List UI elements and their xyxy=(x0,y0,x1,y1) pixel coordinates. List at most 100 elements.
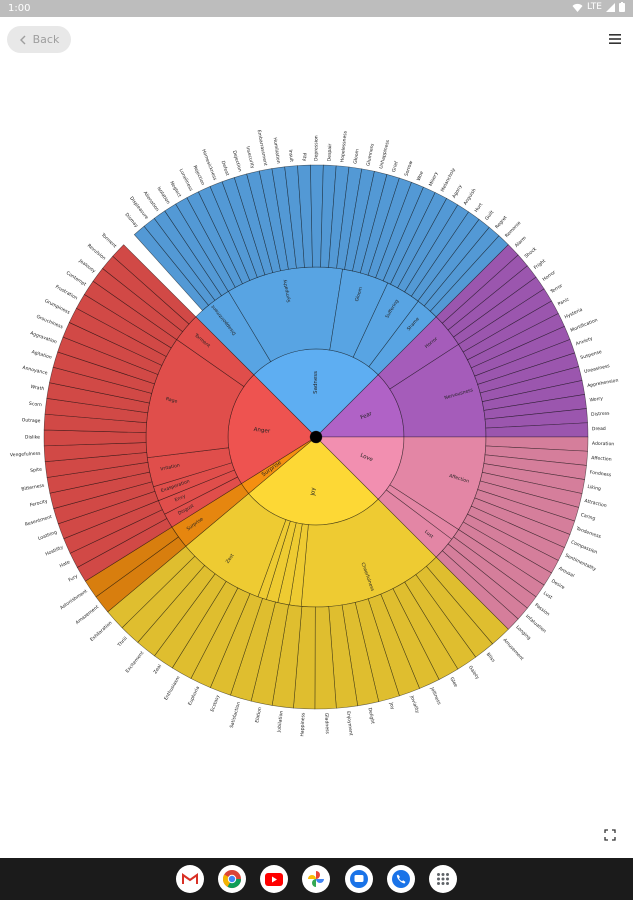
ring2-label-envy: Envy xyxy=(174,493,187,503)
ring3-label-caring: Caring xyxy=(580,512,596,522)
ring3-label-lust: Lust xyxy=(542,590,553,600)
ring3-label-ferocity: Ferocity xyxy=(29,498,48,508)
dock-gmail-icon[interactable] xyxy=(176,865,204,893)
ring3-label-attraction: Attraction xyxy=(584,498,608,509)
ring3-label-woe: Woe xyxy=(416,170,425,182)
ring3-label-outrage: Outrage xyxy=(22,417,41,424)
ring3-label-bliss: Bliss xyxy=(485,652,497,664)
ring3-label-joy: Joy xyxy=(388,701,396,710)
ring3-label-anguish: Anguish xyxy=(462,187,477,206)
ring3-label-exhilaration: Exhilaration xyxy=(89,620,113,643)
ring3-label-hostility: Hostility xyxy=(45,544,65,557)
ring2-label-affection: Affection xyxy=(448,473,469,485)
ring3-label-panic: Panic xyxy=(557,296,571,307)
ring3-label-alarm: Alarm xyxy=(514,235,528,249)
ring3-label-torment: Torment xyxy=(99,232,118,250)
ring3-label-jolliness: Jolliness xyxy=(428,685,442,706)
ring3-label-fright: Fright xyxy=(533,258,547,271)
ring3-label-annoyance: Annoyance xyxy=(22,365,48,377)
ring3-label-revulsion: Revulsion xyxy=(86,243,107,262)
ring2-label-sympathy: Sympathy xyxy=(282,279,292,303)
status-time: 1:00 xyxy=(8,3,31,14)
dock-messages-icon[interactable] xyxy=(345,865,373,893)
ring3-label-hate: Hate xyxy=(59,559,72,569)
ring3-label-gloom: Gloom xyxy=(353,148,361,164)
ring3-label-resentment: Resentment xyxy=(24,514,52,528)
ring3-label-wrath: Wrath xyxy=(30,384,45,392)
ring3-label-isolation: Isolation xyxy=(156,186,172,206)
ring3-label-satisfaction: Satisfaction xyxy=(229,701,242,729)
ring3-label-jubilation: Jubilation xyxy=(276,710,285,733)
signal-icon xyxy=(606,2,615,12)
dock-phone-icon[interactable] xyxy=(387,865,415,893)
ring3-label-embarrassment: Embarrassment xyxy=(256,129,269,166)
back-button[interactable]: Back xyxy=(7,26,71,53)
ring3-label-guilt: Guilt xyxy=(484,209,496,221)
ring3-label-despair: Despair xyxy=(326,143,333,161)
ring3-label-fury: Fury xyxy=(67,573,79,583)
ring3-label-arousal: Arousal xyxy=(557,566,575,579)
dock-apps-icon[interactable] xyxy=(429,865,457,893)
status-icons: LTE xyxy=(572,2,625,12)
ring3-label-shock: Shock xyxy=(524,246,539,260)
menu-icon[interactable] xyxy=(607,32,623,46)
ring3-label-amazement: Amazement xyxy=(75,604,101,626)
ring3-label-unhappiness: Unhappiness xyxy=(378,139,391,170)
ring3-label-uneasiness: Uneasiness xyxy=(584,363,611,375)
sunburst-svg: SadnessFearLoveJoySurpriseAngerDisappoin… xyxy=(10,129,619,737)
ring3-label-dejection: Dejection xyxy=(231,150,243,173)
ring3-label-elation: Elation xyxy=(254,707,263,724)
ring3-label-bitterness: Bitterness xyxy=(21,483,45,493)
ring3-label-hurt: Hurt xyxy=(473,202,484,214)
ring1-label-sadness: Sadness xyxy=(313,371,319,394)
ring3-label-excitement: Excitement xyxy=(124,650,145,674)
ring3-label-vengefulness: Vengefulness xyxy=(10,451,42,459)
dock-chrome-icon[interactable] xyxy=(218,865,246,893)
ring3-label-mortification: Mortification xyxy=(570,317,599,334)
ring3-label-desire: Desire xyxy=(550,578,566,591)
ring3-label-insecurity: Insecurity xyxy=(244,146,255,170)
ring3-label-grumpiness: Grumpiness xyxy=(43,298,71,316)
network-type: LTE xyxy=(587,2,602,12)
ring3-label-longing: Longing xyxy=(514,624,531,641)
ring3-label-delight: Delight xyxy=(367,707,376,725)
ring3-label-defeat: Defeat xyxy=(220,160,231,177)
ring3-label-euphoria: Euphoria xyxy=(187,685,201,706)
ring3-label-glumness: Glumness xyxy=(365,143,375,167)
back-label: Back xyxy=(32,33,60,46)
ring3-label-happiness: Happiness xyxy=(299,712,306,737)
ring3-label-dislike: Dislike xyxy=(25,434,40,440)
sunburst-center[interactable] xyxy=(310,431,322,443)
ring3-label-scorn: Scorn xyxy=(29,401,43,408)
ring3-label-contempt: Contempt xyxy=(65,270,87,288)
ring3-label-fondness: Fondness xyxy=(589,470,612,479)
ring1-label-anger: Anger xyxy=(253,427,271,435)
ring3-label-regret: Regret xyxy=(494,215,509,231)
ring3-label-astonishment: Astonishment xyxy=(59,588,89,611)
ring1-label-joy: Joy xyxy=(310,487,316,497)
ring3-label-liking: Liking xyxy=(587,484,602,492)
ring3-label-spite: Spite xyxy=(30,467,43,474)
fullscreen-icon[interactable] xyxy=(604,829,616,841)
ring3-label-thrill: Thrill xyxy=(116,636,129,649)
battery-icon xyxy=(619,2,625,12)
ring3-label-gladness: Gladness xyxy=(323,713,330,735)
ring3-label-frustration: Frustration xyxy=(54,284,79,302)
ring2-label-irritation: Irritation xyxy=(160,462,181,472)
ring2-label-rage: Rage xyxy=(165,396,178,405)
ring3-label-sorrow: Sorrow xyxy=(403,160,414,177)
dock-youtube-icon[interactable] xyxy=(260,865,288,893)
ring3-label-worry: Worry xyxy=(589,396,603,404)
ring3-label-rejection: Rejection xyxy=(192,165,206,187)
ring3-label-apprehension: Apprehension xyxy=(587,377,619,389)
ring3-label-insult: Insult xyxy=(287,149,294,162)
ring3-torment[interactable] xyxy=(112,244,197,325)
ring3-label-infatuation: Infatuation xyxy=(524,614,547,635)
ring3-label-loathing: Loathing xyxy=(37,529,58,542)
dock-photos-icon[interactable] xyxy=(302,865,330,893)
ring3-label-agitation: Agitation xyxy=(31,349,53,361)
ring3-label-affection: Affection xyxy=(591,455,612,463)
ring3-label-hysteria: Hysteria xyxy=(564,307,584,321)
ring3-label-humiliation: Humiliation xyxy=(272,137,282,164)
ring3-label-dread: Dread xyxy=(592,426,606,432)
